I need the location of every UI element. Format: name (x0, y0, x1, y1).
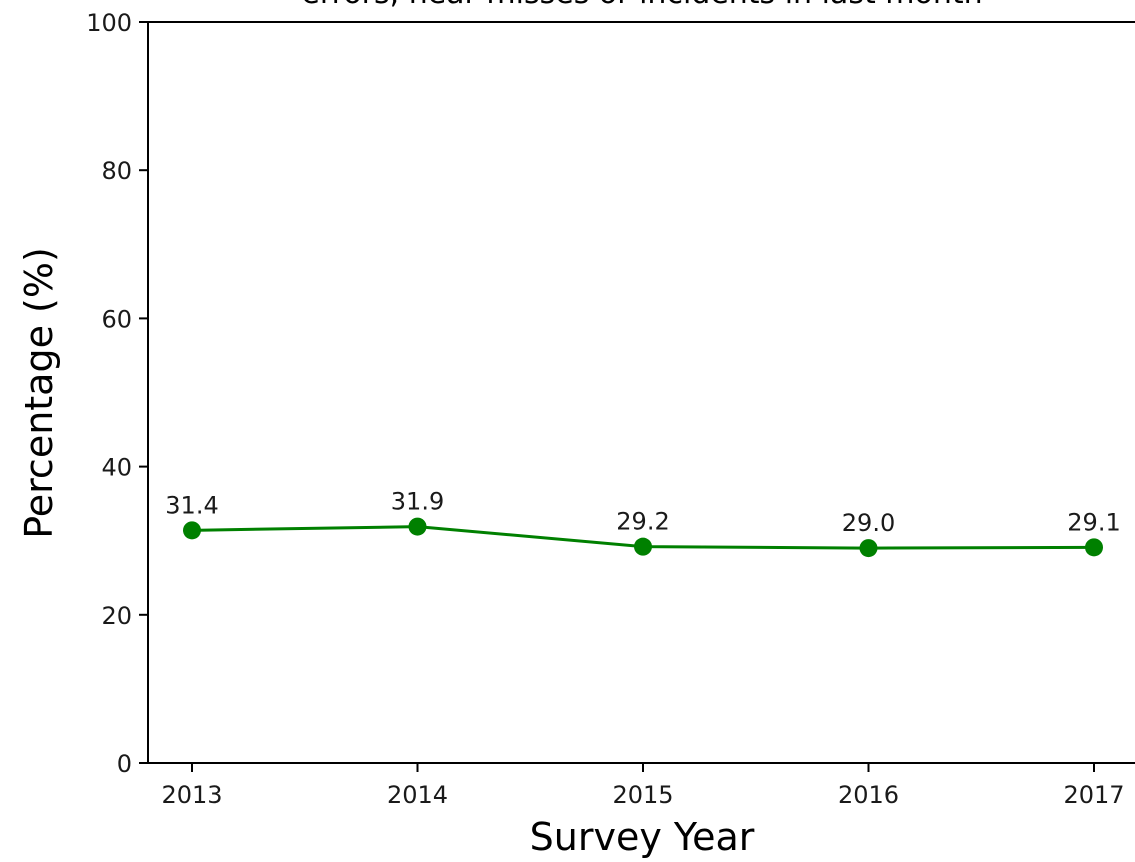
y-tick-label: 20 (101, 602, 132, 630)
x-tick-label: 2016 (838, 781, 899, 809)
y-axis-ticks: 0 20 40 60 80 100 (86, 9, 148, 778)
x-axis-label: Survey Year (530, 815, 755, 859)
y-tick-label: 100 (86, 9, 132, 37)
x-axis-ticks: 2013 2014 2015 2016 2017 (161, 763, 1125, 809)
data-labels: 31.4 31.9 29.2 29.0 29.1 (165, 488, 1120, 537)
y-tick-label: 40 (101, 454, 132, 482)
data-point-marker (859, 539, 878, 558)
data-point-marker (634, 537, 652, 556)
data-point-label: 31.4 (165, 491, 218, 519)
data-point-marker (408, 517, 427, 536)
y-tick-label: 80 (101, 157, 132, 185)
data-point-label: 29.1 (1067, 508, 1120, 536)
data-point-label: 31.9 (391, 488, 444, 516)
series-layer (183, 517, 1103, 558)
data-point-label: 29.0 (842, 509, 895, 537)
y-tick-label: 60 (101, 305, 132, 333)
x-tick-label: 2013 (161, 781, 222, 809)
x-tick-label: 2015 (612, 781, 673, 809)
chart-title: errors, near misses or incidents in last… (301, 0, 982, 11)
data-point-label: 29.2 (616, 508, 669, 536)
x-tick-label: 2014 (387, 781, 448, 809)
data-point-marker (183, 521, 201, 540)
y-axis-label: Percentage (%) (17, 247, 61, 539)
x-tick-label: 2017 (1063, 781, 1124, 809)
y-tick-label: 0 (117, 750, 132, 778)
data-point-marker (1085, 538, 1103, 557)
plot-area (147, 21, 1135, 764)
